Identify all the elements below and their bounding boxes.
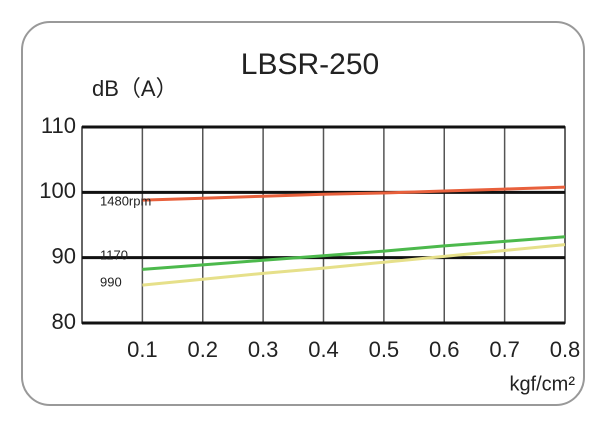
x-tick-label: 0.1 — [127, 337, 158, 362]
x-tick-label: 0.4 — [308, 337, 339, 362]
chart-title: LBSR-250 — [241, 48, 379, 81]
series-line — [142, 235, 566, 271]
x-tick-label: 0.6 — [429, 337, 460, 362]
y-tick-label: 100 — [39, 178, 76, 203]
x-axis-label: kgf/cm² — [509, 373, 575, 395]
series-label: 1170 — [100, 247, 128, 262]
x-tick-label: 0.3 — [248, 337, 279, 362]
x-tick-label: 0.7 — [489, 337, 520, 362]
y-tick-label: 80 — [52, 309, 76, 334]
series-label: 1480rpm — [100, 193, 151, 208]
series-line — [142, 243, 566, 287]
x-tick-label: 0.8 — [550, 337, 581, 362]
x-tick-label: 0.2 — [187, 337, 218, 362]
y-tick-label: 110 — [41, 113, 76, 138]
y-axis-label: dB（A） — [92, 76, 178, 101]
series-line — [142, 185, 566, 202]
series-label: 990 — [100, 274, 122, 289]
y-tick-label: 90 — [52, 243, 76, 268]
x-tick-label: 0.5 — [369, 337, 400, 362]
